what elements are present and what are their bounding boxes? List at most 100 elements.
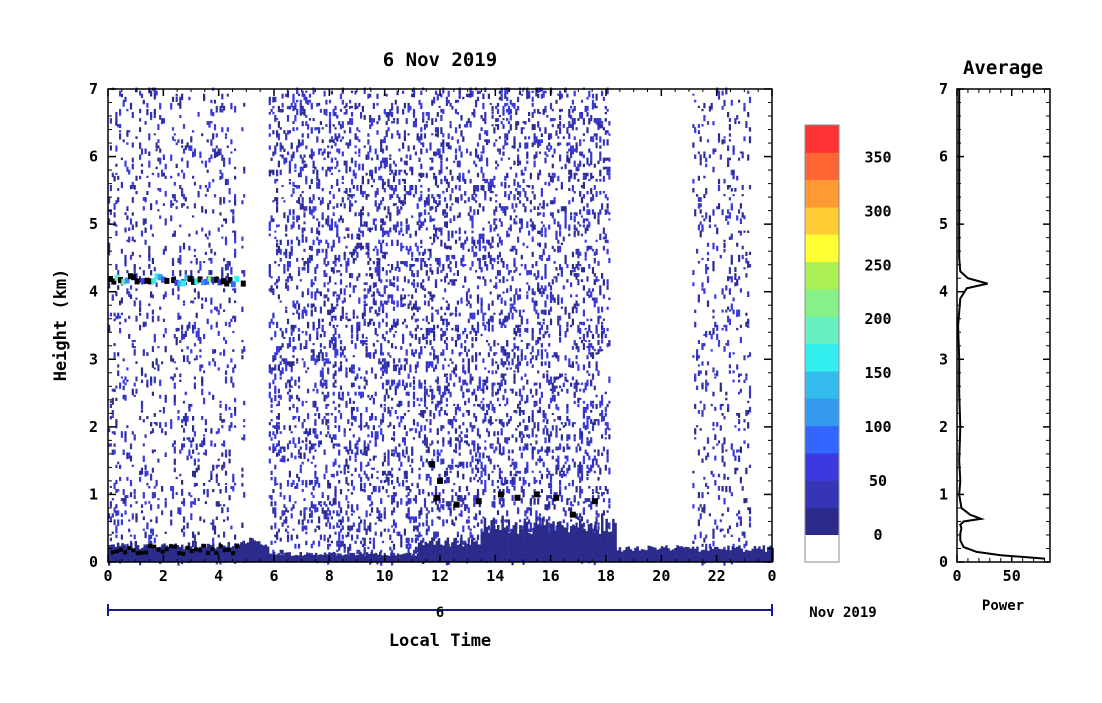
- noise-speckle: [319, 343, 322, 348]
- noise-speckle: [412, 376, 416, 379]
- noise-speckle: [396, 90, 399, 96]
- noise-speckle: [391, 105, 394, 111]
- noise-speckle: [392, 498, 396, 503]
- noise-speckle: [412, 312, 416, 316]
- noise-speckle: [411, 93, 414, 98]
- noise-speckle: [449, 373, 452, 381]
- noise-speckle: [513, 178, 516, 186]
- noise-speckle: [398, 400, 401, 408]
- noise-speckle: [142, 455, 145, 462]
- noise-speckle: [493, 218, 496, 225]
- noise-speckle: [400, 498, 403, 505]
- noise-speckle: [392, 321, 396, 328]
- noise-speckle: [420, 148, 423, 155]
- noise-speckle: [204, 163, 207, 168]
- noise-speckle: [405, 501, 408, 506]
- noise-speckle: [392, 282, 396, 288]
- noise-speckle: [391, 473, 394, 478]
- noise-speckle: [458, 172, 461, 178]
- noise-speckle: [427, 276, 430, 281]
- noise-speckle: [339, 361, 343, 364]
- noise-speckle: [363, 540, 366, 546]
- noise-speckle: [491, 264, 494, 270]
- noise-speckle: [119, 476, 122, 482]
- noise-speckle: [347, 504, 350, 509]
- noise-speckle: [451, 519, 454, 525]
- noise-speckle: [467, 367, 470, 374]
- noise-speckle: [405, 382, 408, 388]
- noise-speckle: [442, 437, 445, 444]
- noise-speckle: [303, 513, 306, 519]
- noise-speckle: [458, 212, 461, 218]
- noise-speckle: [509, 270, 512, 273]
- noise-speckle: [387, 379, 390, 385]
- noise-speckle: [288, 343, 291, 348]
- noise-speckle: [338, 534, 341, 538]
- noise-speckle: [549, 102, 553, 110]
- noise-speckle: [365, 343, 368, 346]
- noise-speckle: [444, 358, 447, 361]
- noise-speckle: [381, 197, 385, 202]
- noise-speckle: [277, 388, 280, 394]
- noise-speckle: [387, 394, 390, 399]
- noise-speckle: [153, 486, 156, 489]
- noise-speckle: [489, 197, 492, 202]
- noise-speckle: [133, 346, 136, 349]
- noise-speckle: [108, 428, 111, 432]
- noise-speckle: [321, 355, 324, 362]
- noise-speckle: [276, 482, 279, 485]
- noise-speckle: [219, 169, 222, 174]
- noise-speckle: [142, 321, 145, 328]
- noise-speckle: [117, 370, 120, 377]
- noise-speckle: [414, 188, 417, 195]
- noise-speckle: [108, 282, 111, 288]
- noise-speckle: [409, 330, 412, 336]
- noise-speckle: [193, 458, 196, 466]
- noise-speckle: [135, 315, 138, 322]
- noise-speckle: [299, 194, 302, 197]
- noise-speckle: [462, 413, 465, 417]
- noise-speckle: [365, 464, 368, 467]
- noise-speckle: [480, 233, 483, 239]
- noise-speckle: [520, 254, 523, 260]
- noise-speckle: [489, 279, 492, 283]
- noise-speckle: [182, 531, 186, 537]
- noise-speckle: [307, 458, 310, 462]
- noise-speckle: [301, 461, 304, 465]
- noise-speckle: [411, 349, 414, 356]
- noise-speckle: [336, 513, 339, 517]
- noise-speckle: [502, 108, 505, 116]
- noise-speckle: [310, 105, 313, 110]
- noise-speckle: [423, 391, 427, 397]
- noise-speckle: [513, 294, 516, 302]
- noise-speckle: [487, 473, 490, 481]
- noise-speckle: [332, 261, 335, 264]
- noise-speckle: [328, 501, 332, 505]
- noise-speckle: [321, 370, 324, 377]
- noise-speckle: [190, 455, 193, 459]
- noise-speckle: [363, 294, 366, 300]
- noise-speckle: [467, 197, 470, 202]
- noise-speckle: [206, 139, 209, 143]
- noise-speckle: [495, 361, 498, 364]
- noise-speckle: [277, 346, 280, 353]
- noise-speckle: [155, 422, 158, 426]
- noise-speckle: [389, 172, 392, 175]
- noise-speckle: [392, 507, 396, 513]
- noise-speckle: [458, 352, 461, 357]
- noise-speckle: [487, 419, 490, 424]
- noise-speckle: [506, 267, 509, 270]
- noise-speckle: [129, 218, 133, 225]
- noise-speckle: [140, 504, 144, 508]
- noise-speckle: [423, 209, 427, 215]
- noise-speckle: [360, 482, 363, 490]
- noise-speckle: [338, 121, 341, 126]
- noise-speckle: [392, 431, 396, 437]
- noise-speckle: [135, 273, 138, 280]
- noise-speckle: [460, 297, 463, 304]
- noise-speckle: [380, 139, 383, 147]
- noise-speckle: [462, 330, 465, 335]
- noise-speckle: [535, 400, 538, 407]
- noise-speckle: [349, 525, 352, 532]
- noise-speckle: [151, 428, 154, 434]
